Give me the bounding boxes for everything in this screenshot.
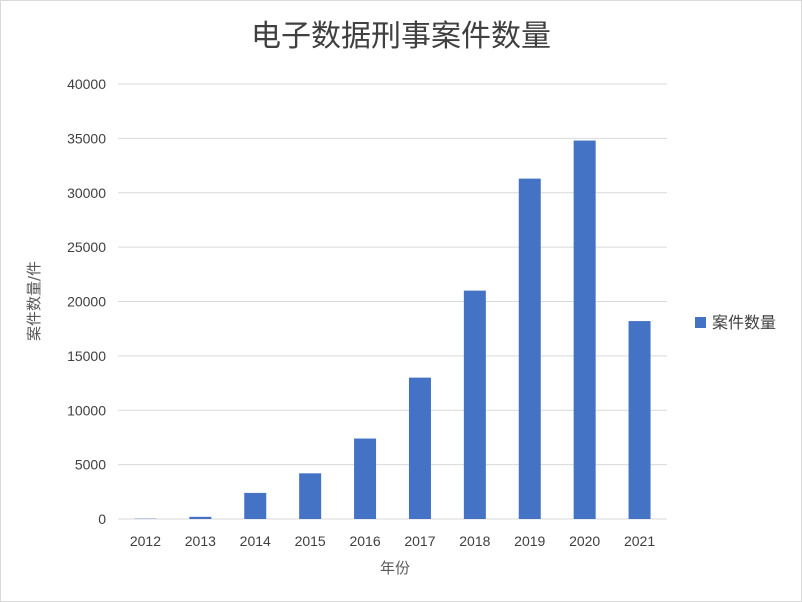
x-tick-label: 2015 xyxy=(295,533,326,549)
bar-2016 xyxy=(354,438,377,519)
y-tick-label: 35000 xyxy=(67,130,106,146)
y-tick-label: 15000 xyxy=(67,348,106,364)
chart-title: 电子数据刑事案件数量 xyxy=(251,19,551,54)
legend-swatch xyxy=(695,317,706,328)
y-tick-label: 30000 xyxy=(67,185,106,201)
x-tick-label: 2018 xyxy=(459,533,490,549)
y-tick-label: 0 xyxy=(98,511,106,527)
bar-2019 xyxy=(518,178,541,520)
y-tick-label: 10000 xyxy=(67,402,106,418)
bar-2021 xyxy=(628,321,651,519)
y-tick-label: 5000 xyxy=(75,457,106,473)
x-tick-label: 2013 xyxy=(185,533,216,549)
x-tick-label: 2014 xyxy=(240,533,271,549)
bar-2018 xyxy=(463,290,486,519)
x-tick-label: 2021 xyxy=(624,533,655,549)
x-tick-label: 2019 xyxy=(514,533,545,549)
bar-2020 xyxy=(573,140,596,520)
legend-label: 案件数量 xyxy=(712,313,776,332)
bar-2014 xyxy=(244,492,267,519)
bars xyxy=(134,140,651,520)
bar-2013 xyxy=(189,516,212,519)
bar-2017 xyxy=(408,377,431,519)
x-axis-label: 年份 xyxy=(380,559,410,577)
x-tick-label: 2016 xyxy=(349,533,380,549)
y-tick-label: 40000 xyxy=(67,76,106,92)
y-axis-label: 案件数量/件 xyxy=(25,261,43,341)
legend: 案件数量 xyxy=(695,313,776,332)
x-tick-label: 2017 xyxy=(404,533,435,549)
y-tick-label: 25000 xyxy=(67,239,106,255)
x-tick-label: 2012 xyxy=(130,533,161,549)
bar-2015 xyxy=(299,473,322,519)
y-tick-labels: 0 5000 10000 15000 20000 25000 30000 35000 40000 xyxy=(67,76,106,527)
x-tick-labels: 2012 2013 2014 2015 2016 2017 2018 2019 2020 2021 xyxy=(130,533,655,549)
x-tick-label: 2020 xyxy=(569,533,600,549)
y-tick-label: 20000 xyxy=(67,294,106,310)
gridlines xyxy=(118,83,667,520)
